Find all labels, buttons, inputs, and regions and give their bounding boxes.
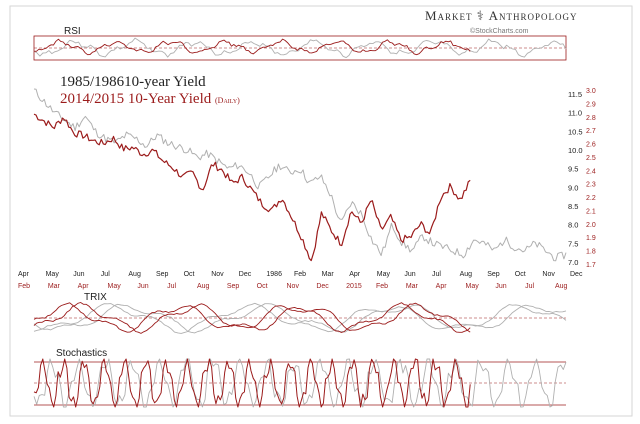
rsi-line-b <box>33 38 471 56</box>
x-bottom-tick: Sep <box>227 283 240 290</box>
x-top-tick: Aug <box>460 271 473 278</box>
y-left-tick: 11.0 <box>568 109 582 118</box>
series-b-title: 2014/2015 10-Year Yield (Daily) <box>60 91 240 108</box>
source-label: ©StockCharts.com <box>470 28 529 35</box>
brand-right: Anthropology <box>488 8 578 23</box>
x-bottom-tick: Dec <box>316 283 329 290</box>
x-bottom-tick: Apr <box>78 283 90 290</box>
x-bottom-tick: May <box>108 283 122 290</box>
x-bottom-tick: Nov <box>287 283 300 290</box>
trix-line-3 <box>33 302 471 334</box>
x-bottom-tick: Aug <box>197 283 210 290</box>
y-right-tick: 2.3 <box>586 182 596 189</box>
x-top-tick: Aug <box>128 271 141 278</box>
x-bottom-tick: Feb <box>18 283 30 290</box>
trix-line-4 <box>33 302 471 333</box>
stoch-line-a <box>33 358 567 408</box>
stoch-line-b <box>33 358 471 408</box>
y-right-tick: 2.4 <box>586 168 596 175</box>
y-right-tick: 3.0 <box>586 88 596 95</box>
x-top-tick: May <box>46 271 60 278</box>
rsi-line-a <box>33 37 567 59</box>
x-top-tick: Jul <box>432 271 441 278</box>
y-left-tick: 10.0 <box>568 146 583 155</box>
y-left-tick: 7.0 <box>568 258 578 267</box>
y-right-tick: 1.7 <box>586 262 596 269</box>
x-bottom-tick: Jun <box>137 283 148 290</box>
x-top-tick: Dec <box>570 271 583 278</box>
y-right-tick: 2.8 <box>586 115 596 122</box>
brand-left: Market <box>425 8 473 23</box>
x-bottom-tick: Mar <box>48 283 61 290</box>
x-top-tick: Nov <box>211 271 224 278</box>
x-bottom-tick: Apr <box>436 283 448 290</box>
x-top-tick: Feb <box>294 271 306 278</box>
series-a-line <box>33 88 567 262</box>
trix-panel <box>33 302 567 334</box>
stochastics-panel <box>33 358 567 408</box>
x-bottom-tick: Oct <box>257 283 268 290</box>
y-left-tick: 10.5 <box>568 127 583 136</box>
y-left-tick: 8.5 <box>568 202 578 211</box>
trix-line-2 <box>33 302 567 334</box>
series-a-title: 1985/198610-year Yield <box>60 74 206 90</box>
series-b-note: (Daily) <box>215 96 240 105</box>
y-right-tick: 1.9 <box>586 235 596 242</box>
brand-logo: Market ⚕ Anthropology <box>425 8 578 24</box>
y-right-tick: 2.7 <box>586 128 596 135</box>
x-top-tick: Nov <box>542 271 555 278</box>
x-bottom-tick: Mar <box>406 283 419 290</box>
series-b-line <box>33 113 471 262</box>
y-right-tick: 2.0 <box>586 222 596 229</box>
main-price-panel: 11.5 11.0 10.5 10.0 9.5 9.0 8.5 8.0 7.5 7.0 3.0 2.9… <box>18 88 596 290</box>
x-top-tick: Oct <box>515 271 526 278</box>
x-top-tick: Apr <box>349 271 361 278</box>
y-left-tick: 7.5 <box>568 239 578 248</box>
x-bottom-tick: Jun <box>495 283 506 290</box>
x-bottom-tick: Aug <box>555 283 568 290</box>
x-top-tick: Sep <box>156 271 169 278</box>
x-top-tick: May <box>377 271 391 278</box>
y-left-tick: 8.0 <box>568 221 578 230</box>
y-right-tick: 1.8 <box>586 249 596 256</box>
rsi-panel <box>33 35 567 61</box>
y-left-tick: 9.0 <box>568 183 578 192</box>
x-bottom-tick: Jul <box>167 283 176 290</box>
y-right-tick: 2.6 <box>586 142 596 149</box>
x-bottom-tick: Feb <box>376 283 388 290</box>
y-right-tick: 2.1 <box>586 208 596 215</box>
rsi-label: RSI <box>64 26 81 37</box>
stochastics-label: Stochastics <box>56 348 108 359</box>
series-b-title-text: 2014/2015 10-Year Yield <box>60 91 212 107</box>
y-right-tick: 2.2 <box>586 195 596 202</box>
y-right-tick: 2.9 <box>586 101 596 108</box>
x-top-tick: Oct <box>184 271 195 278</box>
x-bottom-tick: Jul <box>525 283 534 290</box>
x-top-tick: Dec <box>239 271 252 278</box>
y-left-tick: 11.5 <box>568 90 582 99</box>
x-top-tick: Sep <box>487 271 500 278</box>
x-top-tick: Apr <box>18 271 30 278</box>
caduceus-icon: ⚕ <box>476 8 485 23</box>
y-left-tick: 9.5 <box>568 165 578 174</box>
x-bottom-tick: May <box>466 283 480 290</box>
x-top-tick: Mar <box>322 271 335 278</box>
x-bottom-tick: 2015 <box>346 283 362 290</box>
x-top-tick: Jul <box>101 271 110 278</box>
x-top-tick: Jun <box>404 271 415 278</box>
x-top-tick: 1986 <box>266 271 282 278</box>
x-top-tick: Jun <box>73 271 84 278</box>
y-right-tick: 2.5 <box>586 155 596 162</box>
trix-label: TRIX <box>84 292 107 303</box>
